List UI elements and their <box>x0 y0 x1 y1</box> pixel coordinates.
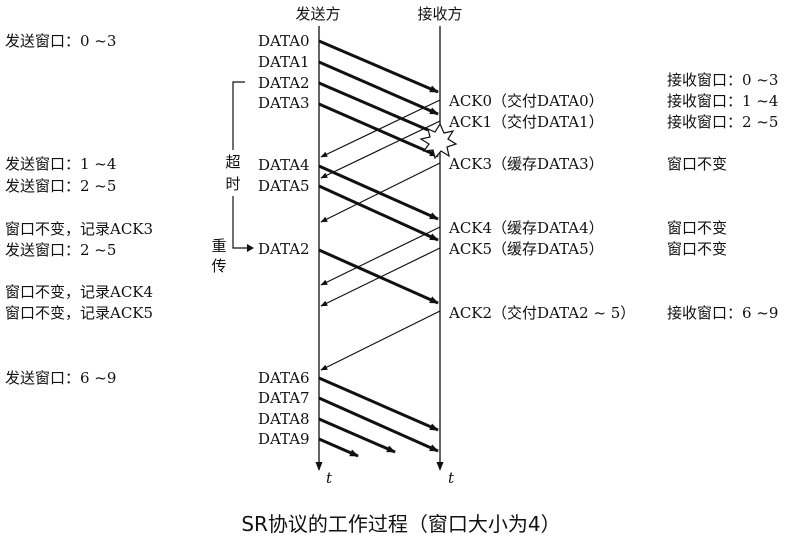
ack5-arrow <box>320 247 441 307</box>
timeout-label-bg <box>222 150 244 196</box>
data7-arrow <box>318 396 439 453</box>
data2-lost-arrow <box>318 81 429 132</box>
ack-label: ACK0（交付DATA0） <box>448 92 604 110</box>
left-note: 发送窗口：1 ~4 <box>5 155 116 173</box>
ack4-arrow <box>320 226 441 286</box>
data5-arrow <box>318 184 439 242</box>
data-label: DATA2 <box>258 74 310 92</box>
data-label: DATA7 <box>258 389 310 407</box>
data9-arrow <box>318 437 359 458</box>
left-note: 窗口不变，记录ACK5 <box>5 304 153 322</box>
left-note: 发送窗口：2 ~5 <box>5 177 116 195</box>
sender-header: 发送方 <box>295 5 340 23</box>
right-note: 接收窗口：0 ~3 <box>667 71 778 89</box>
left-note: 窗口不变，记录ACK3 <box>5 220 153 238</box>
receiver-header: 接收方 <box>417 5 462 23</box>
data-label: DATA0 <box>258 32 310 50</box>
ack-label: ACK3（缓存DATA3） <box>448 155 604 173</box>
ack1-arrow <box>320 120 441 179</box>
data-label: DATA6 <box>258 369 310 387</box>
data6-arrow <box>318 376 439 432</box>
left-note: 窗口不变，记录ACK4 <box>5 283 153 301</box>
ack2-arrow <box>320 310 441 371</box>
timeout-label-top: 超 <box>225 153 240 171</box>
data-label: DATA3 <box>258 94 310 112</box>
retransmit-label-top: 重 <box>211 237 226 255</box>
data8-arrow <box>318 417 396 454</box>
data4-arrow <box>318 164 439 221</box>
packet-loss-burst-icon <box>419 122 458 160</box>
ack0-arrow <box>320 99 441 158</box>
data-label: DATA2 <box>258 240 310 258</box>
data-label: DATA4 <box>258 156 310 174</box>
ack-label: ACK4（缓存DATA4） <box>448 219 604 237</box>
data-label: DATA5 <box>258 177 310 195</box>
right-note: 窗口不变 <box>667 240 727 258</box>
left-note: 发送窗口：6 ~9 <box>5 369 116 387</box>
diagram-caption: SR协议的工作过程（窗口大小为4） <box>241 512 560 536</box>
right-note: 接收窗口：1 ~4 <box>667 92 778 110</box>
ack-label: ACK1（交付DATA1） <box>448 113 604 131</box>
ack3-arrow <box>320 162 441 223</box>
timeout-label-bottom: 时 <box>225 175 240 193</box>
retransmit-label-bottom: 传 <box>211 257 226 275</box>
left-note: 发送窗口：0 ~3 <box>5 32 116 50</box>
retransmit-arrowhead <box>247 244 254 252</box>
data-label: DATA8 <box>258 410 310 428</box>
right-note: 接收窗口：6 ~9 <box>667 304 778 322</box>
left-note: 发送窗口：2 ~5 <box>5 241 116 259</box>
data1-arrow <box>318 60 439 116</box>
data-label: DATA1 <box>258 53 310 71</box>
sender-time-label: t <box>326 469 333 487</box>
receiver-time-label: t <box>448 469 455 487</box>
right-note: 接收窗口：2 ~5 <box>667 113 778 131</box>
right-note: 窗口不变 <box>667 155 727 173</box>
data-label: DATA9 <box>258 430 310 448</box>
data2-retransmit-arrow <box>318 248 439 305</box>
retransmit-label-bg <box>206 234 230 276</box>
data0-arrow <box>318 39 439 94</box>
ack-label: ACK5（缓存DATA5） <box>448 240 604 258</box>
right-note: 窗口不变 <box>667 219 727 237</box>
ack-label: ACK2（交付DATA2 ~ 5） <box>448 304 635 322</box>
